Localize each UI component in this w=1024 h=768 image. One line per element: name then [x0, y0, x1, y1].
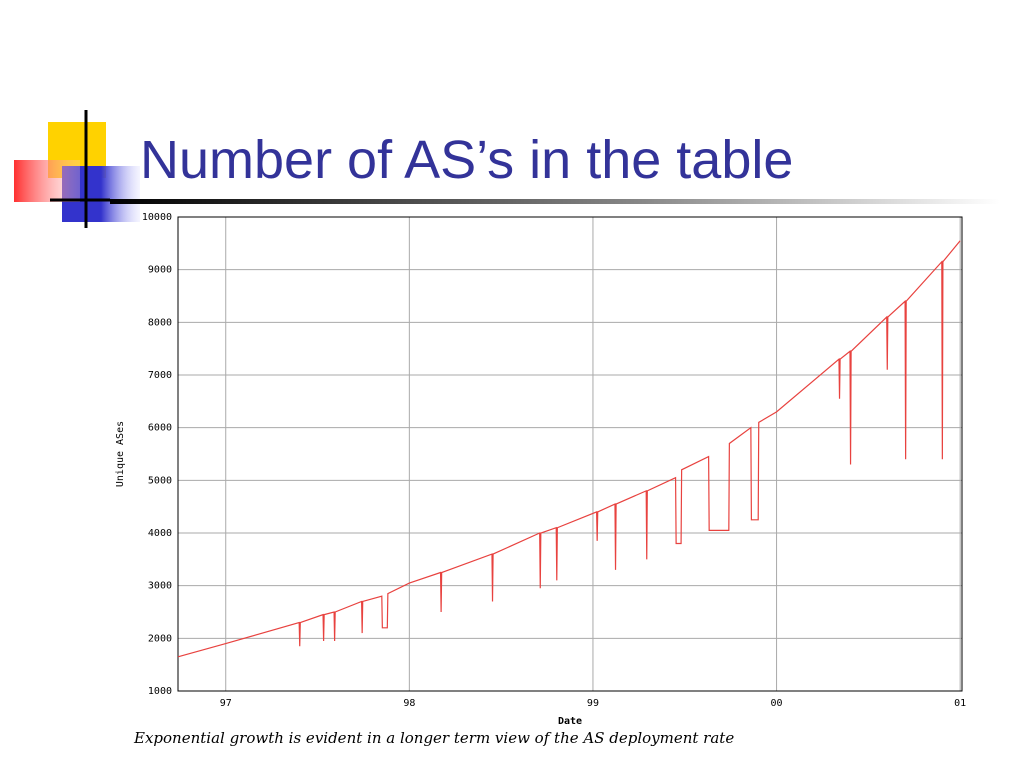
y-axis-label: Unique ASes: [115, 421, 126, 487]
x-tick-label: 01: [954, 698, 966, 709]
y-tick-label: 8000: [148, 317, 172, 328]
y-tick-label: 2000: [148, 633, 172, 644]
y-tick-label: 5000: [148, 475, 172, 486]
x-tick-label: 97: [220, 698, 232, 709]
y-tick-label: 3000: [148, 581, 172, 592]
slide-title: Number of AS’s in the table: [140, 130, 793, 190]
plot-frame: [177, 216, 963, 692]
y-tick-label: 7000: [148, 370, 172, 381]
caption: Exponential growth is evident in a longe…: [133, 729, 734, 747]
y-tick-label: 4000: [148, 528, 172, 539]
deco-red: [14, 160, 80, 202]
x-tick-label: 00: [771, 698, 783, 709]
y-tick-label: 10000: [142, 212, 172, 223]
x-axis-label: Date: [558, 716, 582, 727]
y-tick-label: 6000: [148, 423, 172, 434]
data-line: [177, 240, 961, 658]
x-tick-label: 99: [587, 698, 599, 709]
title-rule: [110, 199, 1000, 204]
x-tick-label: 98: [403, 698, 415, 709]
y-tick-label: 1000: [148, 686, 172, 697]
y-tick-label: 9000: [148, 265, 172, 276]
